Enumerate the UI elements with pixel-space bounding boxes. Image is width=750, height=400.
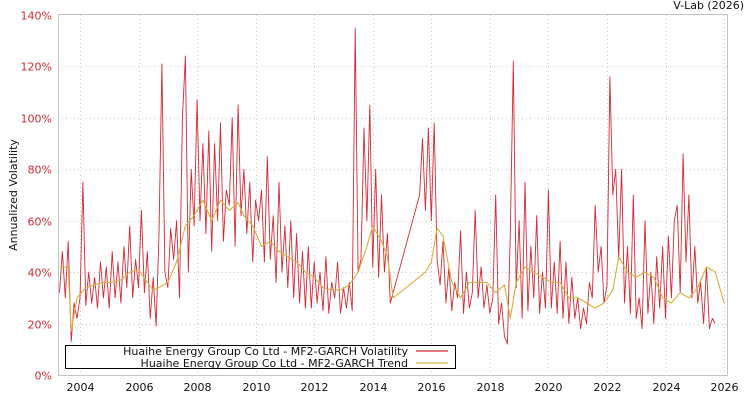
x-tick-label: 2026 xyxy=(711,381,739,394)
legend-label-trend: Huaihe Energy Group Co Ltd - MF2-GARCH T… xyxy=(141,357,408,370)
x-tick-label: 2018 xyxy=(477,381,505,394)
y-tick-label: 20% xyxy=(28,319,52,332)
plot-frame xyxy=(58,14,728,376)
y-tick-label: 60% xyxy=(28,216,52,229)
y-tick-label: 120% xyxy=(21,61,52,74)
grid-lines xyxy=(58,15,727,375)
x-tick-label: 2024 xyxy=(653,381,681,394)
legend-label-volatility: Huaihe Energy Group Co Ltd - MF2-GARCH V… xyxy=(123,345,408,358)
y-axis-ticks: 0% 20% 40% 60% 80% 100% 120% 140% xyxy=(21,10,52,383)
y-tick-label: 100% xyxy=(21,113,52,126)
volatility-line xyxy=(59,27,716,345)
x-tick-label: 2012 xyxy=(301,381,329,394)
y-tick-label: 40% xyxy=(28,267,52,280)
x-tick-label: 2022 xyxy=(594,381,622,394)
x-tick-label: 2006 xyxy=(126,381,154,394)
y-axis-label: Annualized Volatility xyxy=(7,139,20,251)
x-tick-label: 2008 xyxy=(184,381,212,394)
x-tick-label: 2014 xyxy=(360,381,388,394)
x-tick-label: 2010 xyxy=(243,381,271,394)
series-lines xyxy=(59,27,725,345)
x-tick-label: 2020 xyxy=(535,381,563,394)
legend: Huaihe Energy Group Co Ltd - MF2-GARCH V… xyxy=(65,345,456,370)
y-tick-label: 80% xyxy=(28,164,52,177)
source-credit: V-Lab (2026) xyxy=(673,0,744,12)
legend-box xyxy=(65,345,456,369)
x-tick-label: 2016 xyxy=(418,381,446,394)
y-tick-label: 0% xyxy=(35,370,52,383)
x-tick-label: 2004 xyxy=(67,381,95,394)
trend-line xyxy=(59,199,725,332)
x-axis-ticks: 2004 2006 2008 2010 2012 2014 2016 2018 2020 2022… xyxy=(67,381,739,394)
y-tick-label: 140% xyxy=(21,10,52,23)
